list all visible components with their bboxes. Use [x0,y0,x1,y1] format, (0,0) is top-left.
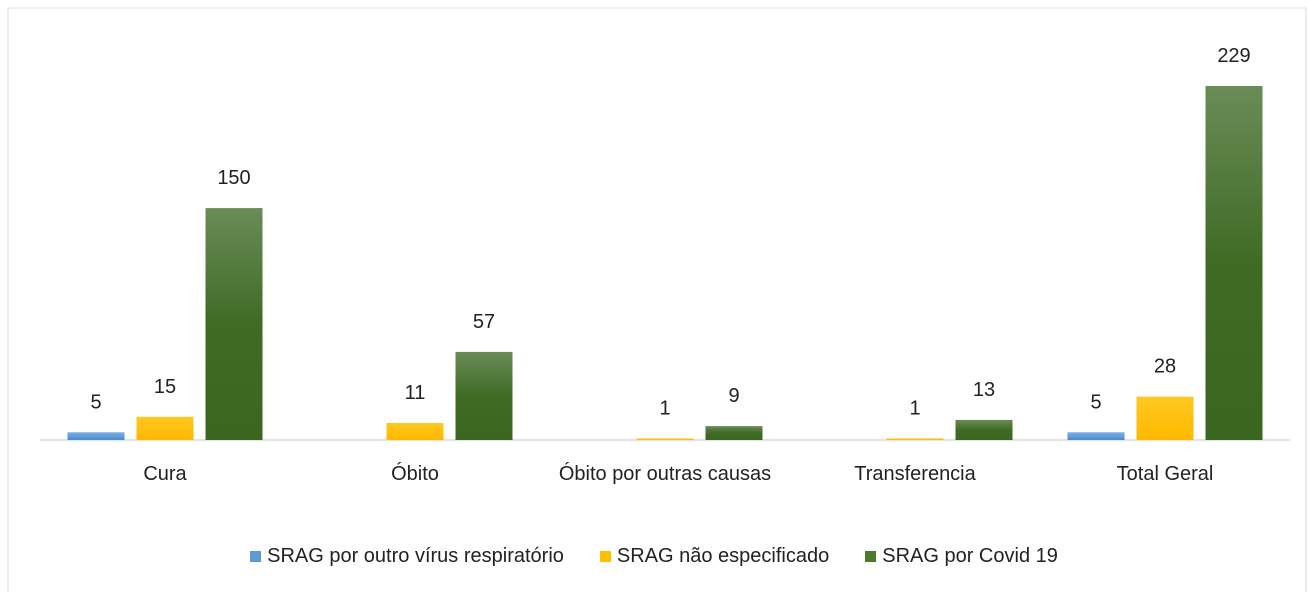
x-tick-label: Óbito por outras causas [558,463,772,485]
legend-label: SRAG não especificado [616,545,830,567]
bar [1205,85,1263,440]
chart-border [7,7,1307,592]
bar [67,432,125,440]
bar [636,438,694,440]
bar [1067,432,1125,440]
x-tick-label: Óbito [391,463,439,485]
bar [886,438,944,440]
bar [386,422,444,440]
bar [455,351,513,440]
legend-swatch [250,551,262,562]
legend: SRAG por outro vírus respiratório SRAG nã… [0,545,1308,568]
value-label: 9 [728,385,739,407]
bar [1136,396,1194,440]
x-tick-label: Cura [143,463,187,485]
value-label: 28 [1154,356,1176,378]
x-tick-label: Transferencia [854,463,976,485]
value-label: 229 [1217,45,1250,67]
value-label: 5 [1090,391,1101,413]
bar [205,208,263,440]
legend-item: SRAG não especificado [599,545,830,568]
bar [136,416,194,440]
x-tick-label: Total Geral [1116,463,1214,485]
legend-swatch [865,551,877,562]
legend-item: SRAG por outro vírus respiratório [250,545,564,568]
value-label: 1 [659,397,670,419]
legend-label: SRAG por outro vírus respiratório [267,545,564,567]
value-label: 5 [90,391,101,413]
bar [705,426,763,440]
value-label: 11 [405,382,426,404]
value-label: 15 [154,376,176,398]
value-label: 150 [217,167,250,189]
legend-label: SRAG por Covid 19 [882,545,1058,567]
legend-item: SRAG por Covid 19 [865,545,1058,568]
bar [955,419,1013,440]
legend-swatch [599,551,611,562]
value-label: 57 [473,311,495,333]
value-label: 1 [909,397,920,419]
value-label: 13 [973,379,995,401]
